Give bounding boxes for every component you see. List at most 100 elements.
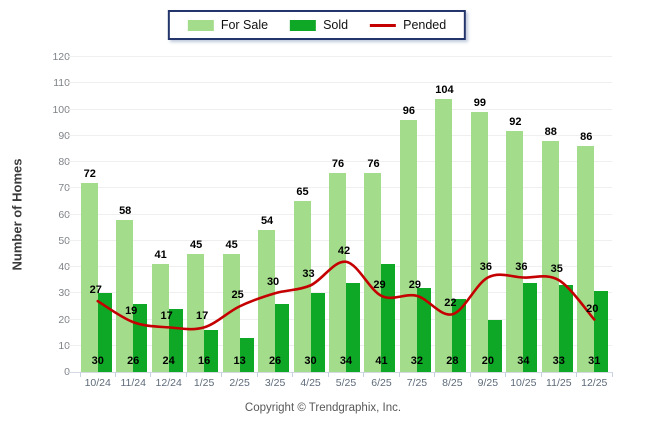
- gridline: [67, 108, 612, 110]
- y-axis-title: Number of Homes: [9, 158, 25, 271]
- gridline: [67, 372, 612, 373]
- y-axis-labels: 0 10 20 30 40 50 60 70 80 90 100 110 120: [36, 51, 74, 378]
- pended-value-label: 35: [550, 263, 563, 276]
- axis-tick: [79, 372, 81, 377]
- bar-for-sale: [80, 183, 98, 372]
- x-tick-label: 2/25: [229, 377, 250, 389]
- y-tick-label: 100: [52, 103, 70, 116]
- for-sale-value-label: 72: [83, 168, 96, 180]
- for-sale-value-label: 54: [260, 215, 274, 228]
- x-tick-label: 5/25: [335, 377, 357, 389]
- for-sale-value-label: 65: [296, 186, 309, 199]
- bar-for-sale: [541, 141, 559, 372]
- bar-sold: [310, 293, 325, 372]
- bar-for-sale: [435, 99, 453, 372]
- axis-tick: [576, 372, 578, 377]
- y-tick-label: 50: [58, 234, 70, 247]
- pended-value-label: 36: [479, 260, 492, 273]
- for-sale-value-label: 96: [402, 105, 416, 117]
- x-tick-label: 8/25: [442, 377, 463, 389]
- pended-value-label: 29: [408, 278, 422, 291]
- y-tick-label: 120: [52, 51, 70, 63]
- gridline: [67, 82, 612, 84]
- for-sale-value-label: 88: [544, 126, 557, 138]
- axis-tick: [363, 372, 365, 377]
- bar-for-sale: [258, 230, 276, 372]
- axis-tick: [114, 372, 116, 377]
- bar-for-sale: [116, 219, 134, 372]
- pended-line-icon: [370, 23, 397, 27]
- sold-value-label: 28: [446, 355, 459, 367]
- axis-tick: [256, 372, 258, 377]
- axis-tick: [469, 372, 471, 377]
- x-axis-labels: 10/24 11/24 12/24 1/25 2/25 3/25 4/25 5/25 6/25 7…: [80, 377, 612, 393]
- bar-sold: [523, 282, 538, 372]
- sold-swatch-icon: [290, 19, 317, 31]
- x-tick-label: 7/25: [406, 377, 428, 389]
- pended-value-label: 27: [89, 284, 102, 297]
- bar-for-sale: [222, 253, 240, 372]
- axis-tick: [398, 372, 400, 377]
- x-tick-label: 10/24: [84, 377, 111, 389]
- y-tick-label: 40: [58, 261, 70, 273]
- bar-for-sale: [470, 112, 488, 372]
- x-tick-label: 11/25: [546, 377, 572, 389]
- y-tick-label: 0: [36, 366, 70, 378]
- bar-for-sale: [506, 130, 524, 372]
- y-tick-label: 60: [58, 208, 70, 221]
- pended-value-label: 29: [373, 278, 386, 291]
- legend-item-sold: Sold: [290, 18, 348, 32]
- x-tick-label: 1/25: [193, 377, 215, 389]
- sold-value-label: 20: [481, 355, 494, 367]
- sold-value-label: 32: [410, 355, 424, 367]
- for-sale-value-label: 92: [509, 115, 522, 128]
- sold-value-label: 31: [588, 355, 601, 367]
- pended-value-label: 36: [515, 260, 528, 273]
- sold-value-label: 33: [552, 355, 565, 367]
- bar-sold: [558, 285, 573, 372]
- legend: For Sale Sold Pended: [167, 10, 467, 40]
- legend-label-for-sale: For Sale: [220, 18, 269, 32]
- bar-sold: [416, 288, 431, 372]
- axis-tick: [505, 372, 507, 377]
- y-tick-label: 20: [58, 313, 70, 326]
- y-tick-label: 10: [58, 339, 70, 352]
- x-tick-label: 4/25: [300, 377, 321, 389]
- sold-value-label: 34: [517, 355, 530, 367]
- pended-value-label: 19: [125, 305, 138, 318]
- axis-tick: [292, 372, 294, 377]
- bar-sold: [346, 282, 360, 372]
- axis-tick: [150, 372, 152, 377]
- for-sale-value-label: 86: [580, 131, 593, 144]
- gridline: [67, 134, 612, 136]
- bar-sold: [452, 298, 467, 372]
- sold-value-label: 30: [304, 355, 317, 367]
- sold-value-label: 13: [233, 355, 246, 367]
- sold-value-label: 26: [127, 355, 140, 367]
- for-sale-value-label: 76: [367, 157, 380, 170]
- for-sale-value-label: 99: [473, 97, 486, 110]
- axis-tick: [434, 372, 436, 377]
- bar-for-sale: [329, 172, 346, 372]
- for-sale-value-label: 45: [190, 238, 203, 251]
- axis-tick: [540, 372, 542, 377]
- y-tick-label: 80: [58, 156, 70, 168]
- sold-value-label: 41: [375, 355, 388, 367]
- for-sale-value-label: 76: [331, 157, 345, 170]
- pended-value-label: 17: [196, 310, 209, 323]
- bar-sold: [487, 319, 502, 372]
- y-tick-label: 90: [58, 129, 70, 142]
- sold-value-label: 26: [268, 355, 282, 367]
- y-tick-label: 70: [58, 182, 70, 195]
- sold-value-label: 30: [91, 355, 104, 367]
- bar-sold: [239, 337, 254, 372]
- x-tick-label: 11/24: [120, 377, 146, 389]
- for-sale-value-label: 45: [225, 238, 238, 251]
- x-tick-label: 9/25: [477, 377, 499, 389]
- pended-value-label: 30: [266, 276, 280, 289]
- bar-sold: [97, 293, 112, 372]
- for-sale-value-label: 58: [119, 204, 132, 217]
- sold-value-label: 34: [339, 355, 353, 367]
- bar-sold: [275, 303, 290, 372]
